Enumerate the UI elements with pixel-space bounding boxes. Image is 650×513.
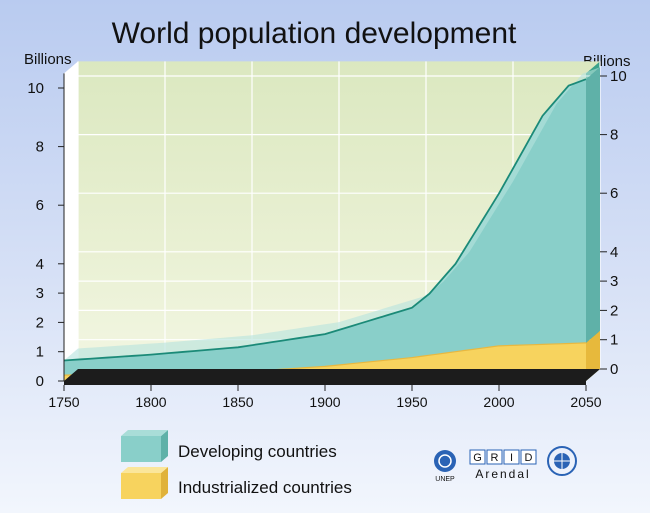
right-tick-label: 6 [610, 185, 618, 202]
x-tick-label: 2050 [570, 394, 601, 410]
legend-swatch-developing-top [121, 430, 168, 436]
legend-label-industrialized: Industrialized countries [178, 478, 352, 497]
unep-emblem-icon [434, 450, 456, 472]
left-tick-label: 8 [36, 139, 44, 156]
legend-swatch-developing-side [161, 430, 168, 462]
x-tick-label: 1900 [309, 394, 340, 410]
left-tick-label: 0 [36, 373, 44, 390]
right-tick-label: 0 [610, 361, 618, 378]
x-tick-label: 2000 [483, 394, 514, 410]
area-developing-countries [64, 79, 586, 376]
grid-letter-box-r [486, 449, 503, 465]
grid-letter-box-g [469, 449, 486, 465]
legend-label-developing: Developing countries [178, 442, 337, 461]
grid-letter-d: D [525, 452, 533, 464]
legend-swatch-industrialized-top [121, 467, 168, 473]
right-tick-label: 3 [610, 273, 618, 290]
floor-base [64, 369, 600, 385]
grid-letter-i: I [510, 452, 513, 464]
x-tick-label: 1950 [396, 394, 427, 410]
grid-letter-box-d [520, 449, 537, 465]
unep-emblem-inner [438, 454, 452, 468]
legend-swatch-industrialized-side [161, 467, 168, 499]
line-developing-countries [63, 78, 587, 362]
left-side-panel [64, 61, 78, 381]
left-tick-label: 4 [36, 256, 44, 273]
right-tick-label: 1 [610, 332, 618, 349]
left-tick-label: 3 [36, 285, 44, 302]
un-emblem-icon [547, 446, 577, 476]
area-industrialized-side [586, 330, 600, 381]
right-tick-label: 10 [610, 68, 627, 85]
un-logo [547, 446, 577, 476]
tick-labels: 0 1 2 3 4 6 8 10 0 1 2 3 4 6 8 10 1750 1800 1850 1900 1950 20… [27, 68, 626, 410]
right-tick-label: 2 [610, 302, 618, 319]
area-developing-side [586, 67, 600, 343]
x-tick-label: 1800 [135, 394, 166, 410]
x-tick-label: 1750 [48, 394, 79, 410]
grid-arendal-logo: G R I D Arendal [469, 449, 537, 481]
chart-title: World population development [112, 17, 517, 50]
left-tick-label: 2 [36, 314, 44, 331]
unep-logo: UNEP [434, 450, 456, 483]
legend-swatch-developing [121, 436, 161, 462]
right-tick-label: 8 [610, 127, 618, 144]
grid-letter-box-i [503, 449, 520, 465]
grid-letter-g: G [473, 452, 482, 464]
area-developing-top-cap [64, 67, 600, 361]
unep-text: UNEP [435, 476, 455, 483]
left-tick-label: 6 [36, 197, 44, 214]
legend-item-developing: Developing countries [121, 430, 337, 462]
x-tick-label: 1850 [222, 394, 253, 410]
right-tick-label: 4 [610, 244, 618, 261]
legend-item-industrialized: Industrialized countries [121, 467, 352, 499]
left-axis-unit: Billions [24, 51, 72, 68]
chart-floor [63, 73, 600, 385]
left-tick-label: 1 [36, 344, 44, 361]
left-tick-label: 10 [27, 80, 44, 97]
arendal-text: Arendal [475, 467, 530, 481]
grid-letter-r: R [491, 452, 499, 464]
legend: Developing countries Industrialized coun… [121, 430, 352, 499]
legend-swatch-industrialized [121, 473, 161, 499]
